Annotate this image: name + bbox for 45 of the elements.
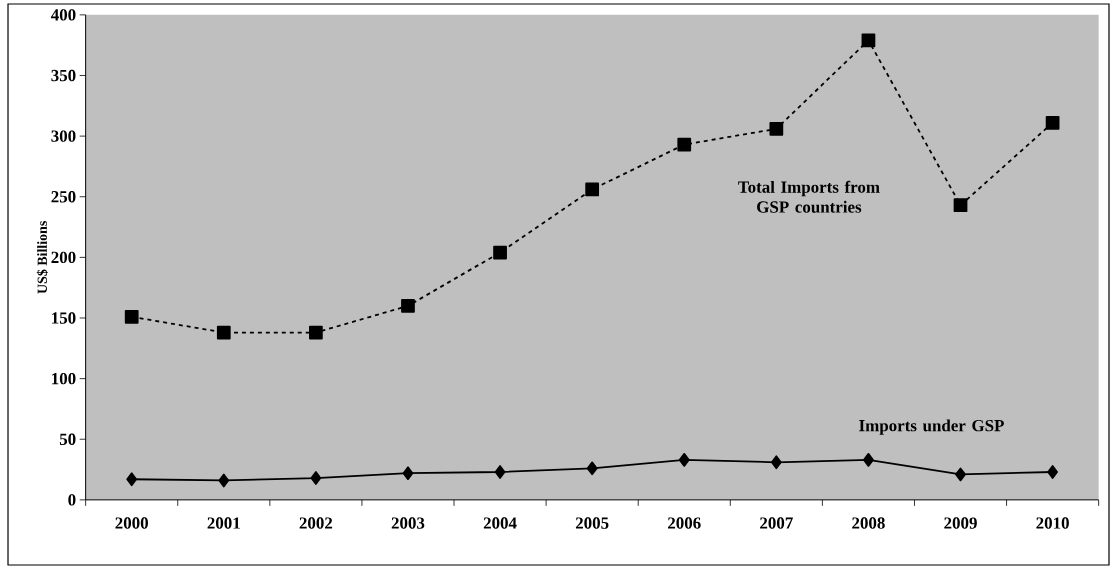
point <box>586 461 598 476</box>
y-tick-label: 250 <box>51 191 76 203</box>
y-tick-label: 0 <box>68 494 76 506</box>
y-tick-label: 300 <box>51 130 76 142</box>
y-tick-label: 400 <box>50 9 76 21</box>
point <box>1047 465 1058 479</box>
x-tick-label: 2000 <box>115 517 148 529</box>
y-tick-label: 50 <box>59 433 76 445</box>
point <box>769 121 784 136</box>
x-tick-label: 2004 <box>483 517 517 529</box>
point <box>401 299 415 313</box>
point <box>218 473 230 488</box>
series-label: Imports under GSP <box>859 419 1004 435</box>
point <box>678 452 690 467</box>
x-tick-label: 2010 <box>1036 517 1069 529</box>
y-axis-title: US$ Billions <box>36 221 48 294</box>
point <box>955 467 966 482</box>
x-tick-label: 2005 <box>575 517 609 529</box>
point <box>126 472 138 487</box>
point <box>863 452 874 467</box>
y-tick-label: 150 <box>52 312 76 324</box>
x-tick-label: 2006 <box>668 517 701 529</box>
point <box>1045 115 1060 130</box>
x-tick-label: 2001 <box>207 517 240 529</box>
point <box>402 466 414 481</box>
point <box>493 245 507 260</box>
point <box>677 137 692 152</box>
x-tick-label: 2008 <box>852 517 885 529</box>
point <box>494 465 506 479</box>
y-tick-label: 350 <box>51 69 76 82</box>
point <box>216 325 231 340</box>
text: Total Imports from GSP countries <box>738 180 880 213</box>
x-tick-label: 2002 <box>299 517 333 529</box>
point <box>953 198 968 213</box>
point <box>124 309 139 324</box>
x-tick-label: 2007 <box>760 517 793 529</box>
point <box>770 455 782 470</box>
y-tick-label: 200 <box>51 251 76 264</box>
point <box>309 325 323 340</box>
y-tick-label: 100 <box>52 372 76 385</box>
x-tick-label: 2009 <box>944 517 977 529</box>
point <box>310 471 322 485</box>
x-tick-label: 2003 <box>391 517 425 529</box>
point <box>585 182 600 197</box>
point <box>861 33 876 48</box>
